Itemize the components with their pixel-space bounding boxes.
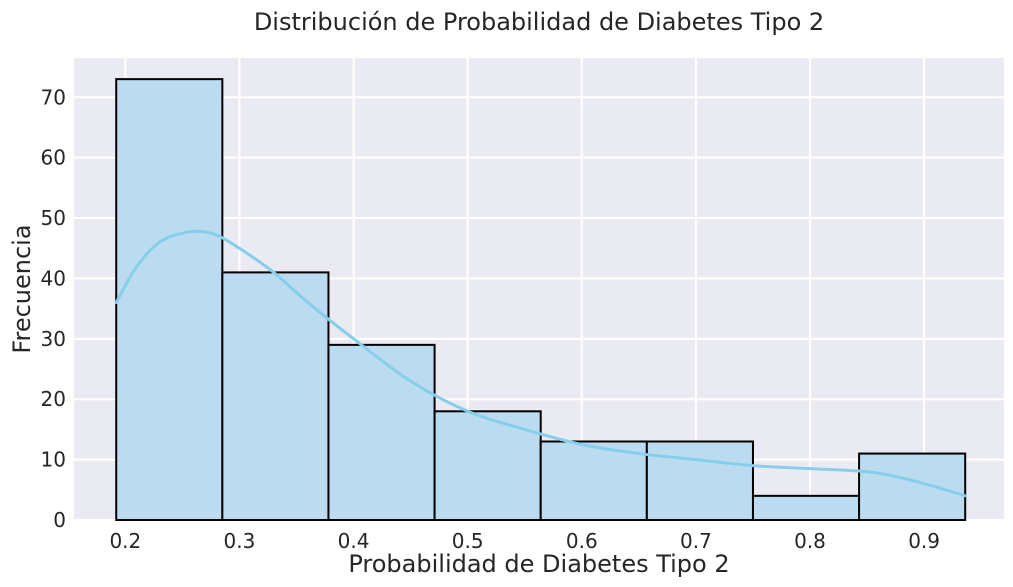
y-tick-label-4: 40 xyxy=(41,266,66,290)
x-tick-label-5: 0.7 xyxy=(680,529,712,553)
y-axis-label: Frecuencia xyxy=(8,224,36,353)
x-axis-label: Probabilidad de Diabetes Tipo 2 xyxy=(348,550,729,578)
histogram-bar-1 xyxy=(221,271,330,521)
x-axis-ticks: 0.2 0.3 0.4 0.5 0.6 0.7 0.8 0.9 xyxy=(109,529,940,553)
y-tick-label-6: 60 xyxy=(41,146,66,170)
histogram-bar-2 xyxy=(327,343,436,521)
histogram-bar-5 xyxy=(645,440,754,522)
x-tick-label-7: 0.9 xyxy=(908,529,940,553)
y-tick-label-3: 30 xyxy=(41,327,66,351)
chart-title: Distribución de Probabilidad de Diabetes… xyxy=(254,8,824,36)
x-tick-label-2: 0.4 xyxy=(338,529,370,553)
y-tick-label-1: 10 xyxy=(41,448,66,472)
histogram-bar-6 xyxy=(751,494,861,522)
x-tick-label-3: 0.5 xyxy=(452,529,484,553)
y-tick-label-5: 50 xyxy=(41,206,66,230)
histogram-bar-3 xyxy=(433,410,542,522)
histogram-bars xyxy=(115,78,967,522)
histogram-bar-0 xyxy=(115,78,224,521)
kde-curve xyxy=(114,229,967,498)
y-tick-label-7: 70 xyxy=(41,85,66,109)
x-tick-label-1: 0.3 xyxy=(224,529,256,553)
y-axis-ticks: 0 10 20 30 40 50 60 70 xyxy=(41,85,66,532)
y-tick-label-2: 20 xyxy=(41,387,66,411)
histogram-bar-7 xyxy=(858,452,967,522)
x-tick-label-6: 0.8 xyxy=(794,529,826,553)
x-tick-label-0: 0.2 xyxy=(109,529,141,553)
x-tick-label-4: 0.6 xyxy=(566,529,598,553)
y-tick-label-0: 0 xyxy=(53,508,66,532)
histogram-bar-4 xyxy=(539,440,648,522)
